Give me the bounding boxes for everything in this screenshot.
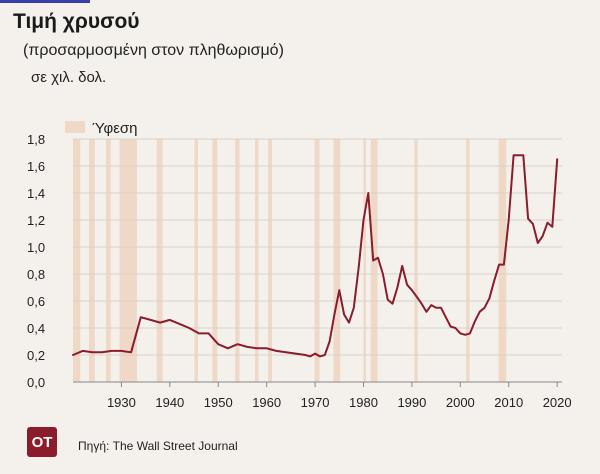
chart-title: Τιμή χρυσού [13, 10, 140, 33]
y-tick-label: 1,2 [27, 213, 45, 228]
x-tick-label: 1960 [252, 395, 281, 410]
x-tick-label: 1990 [397, 395, 426, 410]
chart-subtitle: (προσαρμοσμένη στον πληθωρισμό) [23, 42, 284, 59]
recession-band-7 [235, 139, 240, 382]
y-tick-label: 0,4 [27, 321, 45, 336]
ot-logo: ΟΤ [27, 427, 57, 457]
recession-band-0 [73, 139, 81, 382]
recession-band-2 [105, 139, 111, 382]
gridlines [73, 138, 562, 383]
y-tick-label: 0,8 [27, 267, 45, 282]
unit-label: σε χιλ. δολ. [31, 69, 107, 86]
recession-band-3 [119, 139, 137, 382]
legend: Ύφεση [65, 120, 137, 137]
recession-bands [73, 139, 507, 382]
x-tick-label: 1980 [349, 395, 378, 410]
y-tick-label: 0,0 [27, 375, 45, 390]
x-tick-label: 1940 [155, 395, 184, 410]
recession-band-11 [333, 139, 341, 382]
recession-band-16 [498, 139, 507, 382]
y-tick-label: 1,4 [27, 186, 45, 201]
recession-band-10 [314, 139, 320, 382]
recession-band-4 [156, 139, 163, 382]
recession-band-12 [363, 139, 366, 382]
y-tick-label: 0,6 [27, 294, 45, 309]
recession-band-9 [268, 139, 272, 382]
series-layer [72, 154, 559, 358]
y-tick-label: 0,2 [27, 348, 45, 363]
recession-band-5 [194, 139, 198, 382]
recession-band-6 [212, 139, 218, 382]
y-tick-label: 1,0 [27, 240, 45, 255]
x-tick-label: 2020 [543, 395, 572, 410]
legend-label: Ύφεση [92, 120, 137, 137]
x-axis-labels: 1930 1940 1950 1960 1970 1980 1990 2000 2010 2020 [107, 382, 572, 410]
recession-band-15 [466, 139, 470, 382]
x-tick-label: 1970 [301, 395, 330, 410]
x-tick-label: 1950 [204, 395, 233, 410]
source-text: Πηγή: The Wall Street Journal [78, 439, 238, 453]
y-tick-label: 1,6 [27, 159, 45, 174]
recession-band-8 [255, 139, 259, 382]
x-tick-label: 2000 [446, 395, 475, 410]
x-tick-label: 1930 [107, 395, 136, 410]
recession-band-14 [414, 139, 418, 382]
legend-swatch [65, 121, 85, 133]
gold-price-line [72, 154, 559, 358]
top-accent-bar [0, 0, 90, 3]
y-tick-label: 1,8 [27, 132, 45, 147]
recession-band-1 [88, 139, 95, 382]
y-axis-labels: 0,0 0,2 0,4 0,6 0,8 1,0 1,2 1,4 1,6 1,8 [27, 132, 45, 390]
x-tick-label: 2010 [494, 395, 523, 410]
